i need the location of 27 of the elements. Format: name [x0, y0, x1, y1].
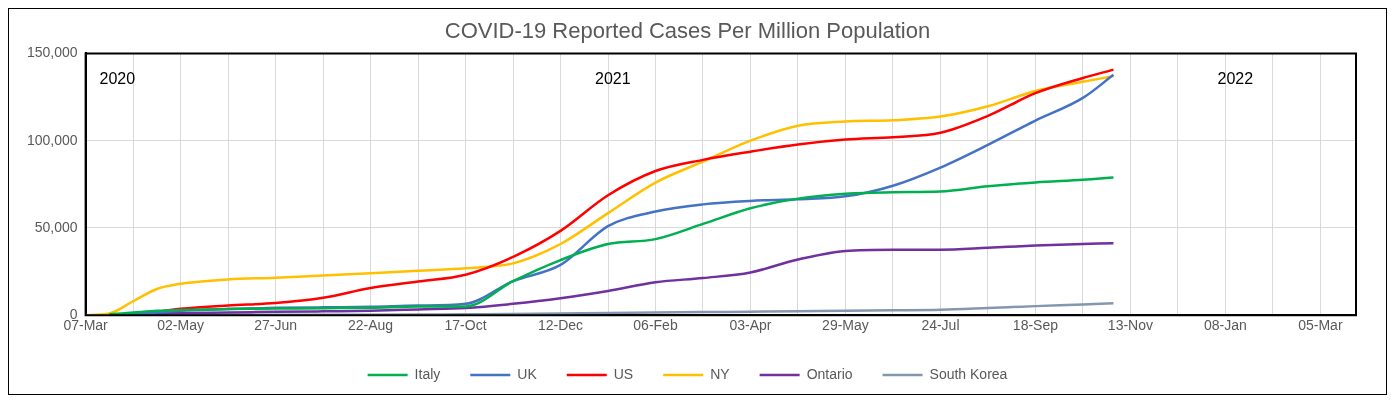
x-tick-label: 12-Dec	[537, 317, 584, 334]
legend-label: Italy	[414, 365, 441, 382]
annotation: 2020	[99, 69, 136, 87]
x-tick-label: 29-May	[822, 317, 869, 334]
y-tick-label: 150,000	[27, 44, 78, 61]
x-tick-label: 08-Jan	[1203, 317, 1247, 334]
x-tick-label: 02-May	[157, 317, 204, 334]
legend-label: US	[613, 365, 634, 382]
x-tick-label: 27-Jun	[254, 317, 297, 334]
line-series	[108, 176, 1115, 316]
x-tick-label: 05-Mar	[1298, 317, 1343, 334]
annotation: 2022	[1217, 69, 1254, 87]
legend-label: South Korea	[929, 365, 1008, 382]
y-tick-label: 50,000	[34, 218, 78, 235]
legend-label: NY	[710, 365, 731, 382]
legend-label: UK	[517, 365, 538, 382]
y-tick-label: 100,000	[27, 131, 78, 148]
x-tick-label: 18-Sep	[1012, 317, 1059, 334]
x-tick-label: 24-Jul	[921, 317, 960, 334]
x-tick-label: 17-Oct	[444, 317, 487, 334]
annotation: 2021	[595, 69, 631, 87]
legend-label: Ontario	[806, 365, 853, 382]
x-tick-label: 13-Nov	[1107, 317, 1153, 334]
x-tick-label: 22-Aug	[347, 317, 394, 334]
chart-title: COVID-19 Reported Cases Per Million Population	[444, 18, 931, 44]
x-tick-label: 03-Apr	[729, 317, 772, 334]
x-tick-label: 06-Feb	[633, 317, 678, 334]
